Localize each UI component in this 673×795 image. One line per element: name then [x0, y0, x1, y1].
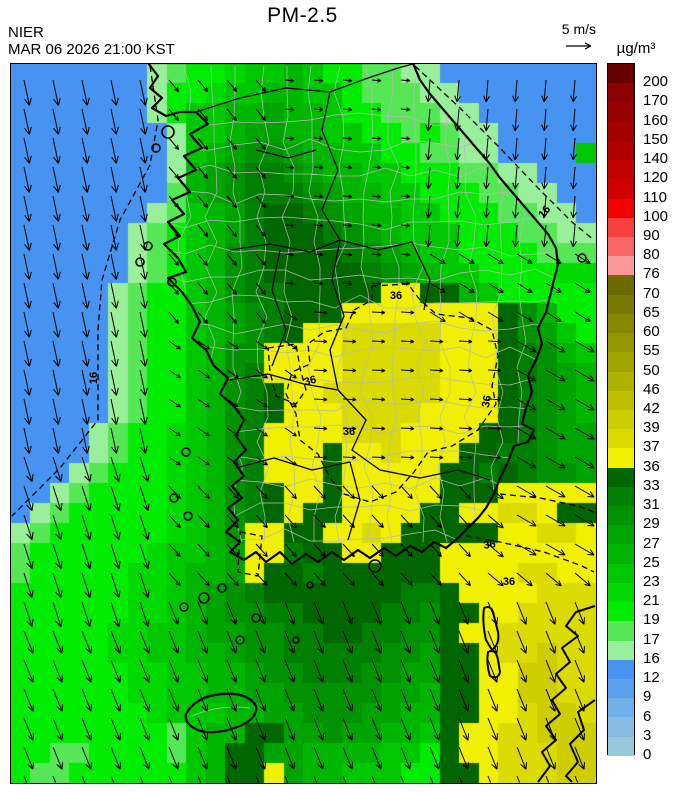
- colorbar-tick-label: 60: [643, 323, 660, 341]
- datetime-label: MAR 06 2026 21:00 KST: [8, 41, 175, 58]
- colorbar-tick-label: 37: [643, 438, 660, 456]
- colorbar-tick-label: 110: [643, 188, 667, 206]
- colorbar-segment: [608, 409, 634, 430]
- colorbar-segment: [608, 736, 634, 756]
- colorbar-segment: [608, 448, 634, 468]
- colorbar-segment: [608, 679, 634, 699]
- colorbar-tick-label: 23: [643, 573, 660, 590]
- colorbar-tick-label: 3: [643, 726, 652, 744]
- colorbar-tick-label: 19: [643, 611, 660, 629]
- pm-concentration-raster: [11, 64, 596, 783]
- colorbar-tick-label: 6: [643, 707, 652, 725]
- colorbar-segment: [608, 371, 634, 391]
- colorbar-segment: [608, 102, 634, 122]
- colorbar-segment: [608, 83, 634, 103]
- colorbar-segment: [608, 236, 634, 257]
- colorbar-tick-label: 170: [643, 92, 669, 110]
- colorbar-tick-label: 16: [643, 649, 660, 667]
- colorbar-tick-label: 200: [643, 73, 669, 91]
- colorbar-segment: [608, 621, 634, 641]
- colorbar-segment: [608, 659, 634, 679]
- colorbar-tick-label: 42: [643, 400, 660, 417]
- colorbar-tick-label: 46: [643, 380, 660, 398]
- colorbar-segment: [608, 486, 634, 507]
- colorbar-tick-label: 76: [643, 265, 660, 283]
- colorbar-segment: [608, 294, 634, 314]
- colorbar: [607, 63, 635, 756]
- colorbar-segment: [608, 717, 634, 737]
- colorbar-segment: [608, 256, 634, 276]
- colorbar-tick-label: 50: [643, 361, 660, 379]
- colorbar-tick-label: 90: [643, 227, 660, 244]
- colorbar-tick-label: 27: [643, 534, 660, 552]
- colorbar-segment: [608, 275, 634, 295]
- colorbar-segment: [608, 582, 634, 603]
- colorbar-tick-label: 0: [643, 746, 652, 763]
- colorbar-tick-label: 21: [643, 592, 660, 610]
- colorbar-segment: [608, 429, 634, 449]
- colorbar-tick-label: 150: [643, 130, 669, 148]
- colorbar-segment: [608, 390, 634, 410]
- colorbar-segment: [608, 160, 634, 180]
- colorbar-tick-label: 70: [643, 284, 660, 302]
- colorbar-segment: [608, 506, 634, 526]
- map-canvas: [10, 63, 597, 784]
- colorbar-tick-label: 31: [643, 496, 660, 514]
- wind-reference-arrow: [566, 42, 592, 50]
- colorbar-segment: [608, 563, 634, 583]
- colorbar-segment: [608, 525, 634, 545]
- colorbar-segment: [608, 333, 634, 353]
- colorbar-segment: [608, 140, 634, 161]
- colorbar-tick-label: 36: [643, 457, 660, 475]
- colorbar-segment: [608, 217, 634, 237]
- colorbar-segment: [608, 121, 634, 141]
- colorbar-tick-label: 140: [643, 150, 669, 168]
- colorbar-tick-label: 120: [643, 169, 669, 187]
- colorbar-segment: [608, 467, 634, 487]
- colorbar-tick-label: 12: [643, 669, 660, 687]
- colorbar-tick-label: 39: [643, 419, 660, 437]
- colorbar-tick-label: 160: [643, 111, 669, 129]
- colorbar-tick-label: 9: [643, 688, 652, 706]
- colorbar-segment: [608, 602, 634, 622]
- colorbar-tick-label: 55: [643, 342, 660, 360]
- colorbar-segment: [608, 698, 634, 718]
- units-label: µg/m³: [616, 40, 656, 57]
- colorbar-tick-label: 25: [643, 553, 660, 571]
- colorbar-tick-label: 17: [643, 630, 660, 648]
- colorbar-tick-label: 100: [643, 207, 669, 225]
- colorbar-tick-label: 65: [643, 303, 660, 321]
- colorbar-segment: [608, 64, 634, 84]
- agency-label: NIER: [8, 24, 44, 41]
- page-title: PM-2.5: [267, 4, 338, 27]
- colorbar-segment: [608, 313, 634, 334]
- colorbar-segment: [608, 352, 634, 372]
- colorbar-segment: [608, 544, 634, 564]
- wind-reference-label: 5 m/s: [561, 21, 596, 37]
- colorbar-tick-label: 80: [643, 246, 660, 264]
- colorbar-segment: [608, 640, 634, 660]
- colorbar-segment: [608, 179, 634, 199]
- colorbar-tick-label: 29: [643, 515, 660, 533]
- colorbar-segment: [608, 198, 634, 218]
- colorbar-tick-label: 33: [643, 476, 660, 494]
